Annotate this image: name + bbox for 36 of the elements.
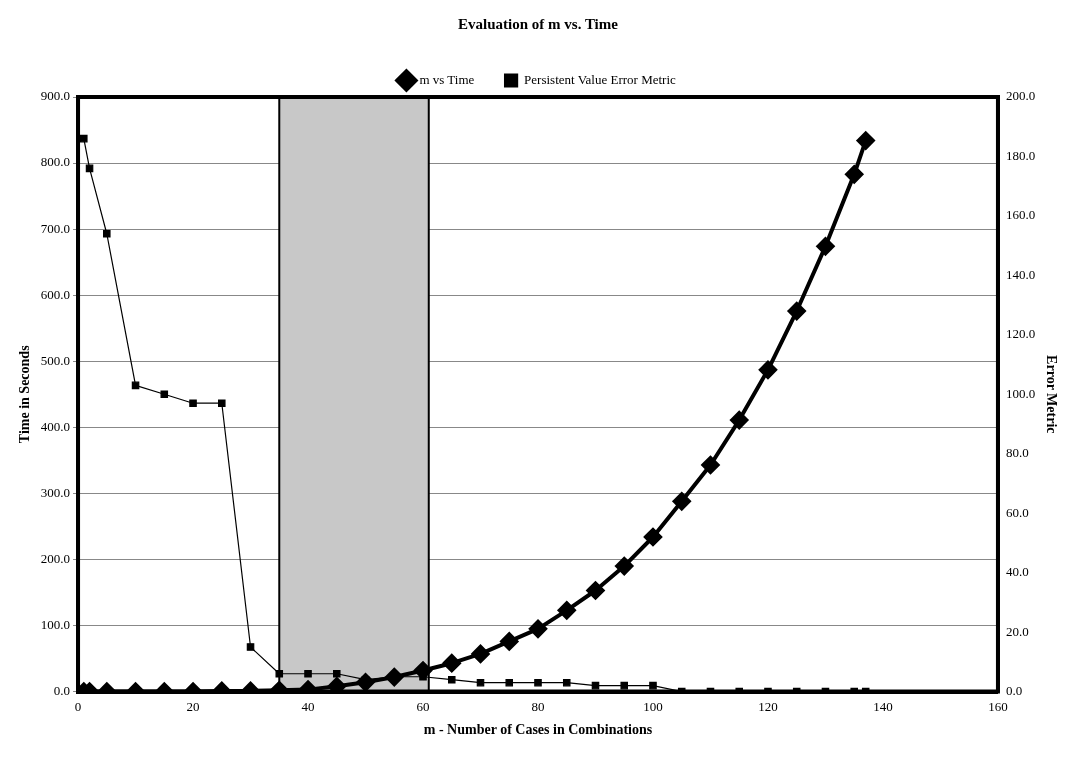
y-tick-label: 300.0 <box>40 484 71 500</box>
y2-tick-label: 100.0 <box>1005 385 1036 401</box>
y2-tick-label: 80.0 <box>1005 445 1029 461</box>
y-tick-label: 700.0 <box>40 220 71 236</box>
y-tick-label: 200.0 <box>40 550 71 566</box>
y-tick-label: 900.0 <box>40 88 71 104</box>
y-tick-label: 600.0 <box>40 286 71 302</box>
chart-title: Evaluation of m vs. Time <box>458 15 619 32</box>
x-tick-label: 60 <box>416 698 430 714</box>
y2-tick-label: 200.0 <box>1005 88 1036 104</box>
y2-tick-label: 180.0 <box>1005 147 1036 163</box>
legend-label: m vs Time <box>419 71 475 87</box>
x-tick-label: 140 <box>873 698 893 714</box>
y2-tick-label: 20.0 <box>1005 623 1029 639</box>
x-tick-label: 80 <box>531 698 545 714</box>
legend-label: Persistent Value Error Metric <box>524 71 677 87</box>
y2-tick-label: 0.0 <box>1005 683 1023 699</box>
y2-tick-label: 60.0 <box>1005 504 1029 520</box>
y-tick-label: 0.0 <box>53 683 71 699</box>
y-tick-label: 100.0 <box>40 616 71 632</box>
y-axis-title: Time in Seconds <box>17 344 33 444</box>
x-tick-label: 0 <box>74 698 82 714</box>
y2-axis-title: Error Metric <box>1043 355 1059 434</box>
x-tick-label: 40 <box>301 698 315 714</box>
y2-tick-label: 120.0 <box>1005 326 1036 342</box>
y2-tick-label: 40.0 <box>1005 564 1029 580</box>
y-tick-label: 400.0 <box>40 418 71 434</box>
x-tick-label: 100 <box>643 698 663 714</box>
y-tick-label: 500.0 <box>40 352 71 368</box>
y2-tick-label: 140.0 <box>1005 266 1036 282</box>
x-tick-label: 160 <box>988 698 1008 714</box>
y-tick-label: 800.0 <box>40 154 71 170</box>
y2-tick-label: 160.0 <box>1005 207 1036 223</box>
x-tick-label: 20 <box>186 698 200 714</box>
x-axis-title: m - Number of Cases in Combinations <box>423 722 653 738</box>
x-tick-label: 120 <box>758 698 778 714</box>
